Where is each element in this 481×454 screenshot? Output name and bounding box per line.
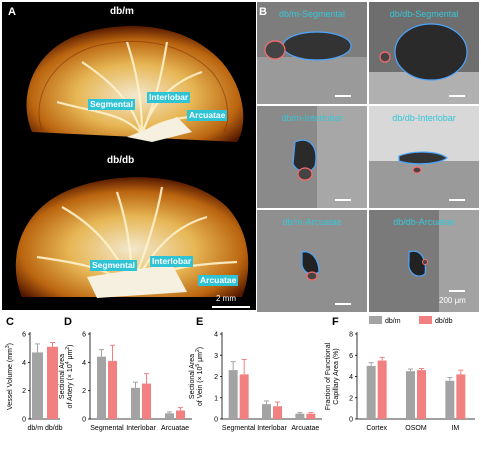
- bar-E: [262, 404, 271, 419]
- y-tick-label-C: 4: [22, 360, 26, 367]
- bar-F: [456, 374, 466, 419]
- cell-title: db/db-Segmental: [389, 9, 459, 19]
- bottom-kidney-title: db/db: [107, 155, 135, 166]
- panel-letter-d: D: [64, 316, 72, 328]
- x-tick-label-F: Cortex: [366, 425, 387, 432]
- bottom-label-interlobar: Interlobar: [150, 256, 194, 267]
- y-tick-label-F: 0: [349, 417, 353, 424]
- cell-title: db/db-Interlobar: [392, 113, 456, 123]
- cell-dbm-arcuatae: db/m-Arcuatae: [257, 210, 367, 312]
- bar-D: [97, 356, 106, 419]
- y-axis-label-line2-F: Capillary Area (%): [333, 348, 340, 404]
- panel-letter-e: E: [196, 316, 204, 328]
- kidney-vasculature-image: [15, 25, 250, 308]
- bar-E: [295, 413, 305, 419]
- x-tick-label-E: Arcuatae: [291, 425, 319, 432]
- x-tick-label-F: OSOM: [405, 425, 427, 432]
- panel-a-kidney-renderings: A db/m db/db Segmental Interlobar Arcuat…: [2, 2, 256, 310]
- legend-swatch-F: [369, 316, 382, 324]
- x-tick-label-D: Arcuatae: [161, 425, 189, 432]
- x-tick-label-E: Segmental: [222, 425, 256, 432]
- bar-D: [142, 383, 151, 419]
- bar-F: [366, 365, 376, 419]
- top-kidney-title: db/m: [110, 6, 134, 17]
- cell-dbdb-segmental: db/db-Segmental: [369, 2, 479, 104]
- cell-title: db/m-Interlobar: [281, 113, 343, 123]
- y-axis-label-line2-D: of Artery (× 104 μm2): [65, 345, 74, 409]
- panel-letter-b: B: [259, 6, 267, 18]
- cell-dbdb-arcuatae: db/db-Arcuatae 200 μm: [369, 210, 479, 312]
- bar-C: [47, 346, 58, 419]
- bar-F: [417, 370, 426, 419]
- bottom-label-arcuatae: Arcuatae: [198, 275, 239, 286]
- legend-swatch-F: [419, 316, 432, 324]
- bar-E: [239, 374, 249, 419]
- scale-bar-label-b: 200 μm: [439, 296, 466, 305]
- bar-F: [445, 380, 455, 419]
- cell-title: db/db-Arcuatae: [393, 217, 455, 227]
- x-tick-label-C: db/m db/db: [27, 425, 62, 432]
- y-tick-label-D: 6: [82, 332, 86, 339]
- y-axis-label-line1-F: Fraction of Functional: [325, 342, 332, 410]
- y-tick-label-D: 0: [82, 417, 86, 424]
- scale-bar-label-a: 2 mm: [216, 294, 236, 303]
- cell-dbm-interlobar: db/m-Interlobar: [257, 106, 367, 208]
- y-tick-label-F: 4: [349, 374, 353, 381]
- x-tick-label-E: Interlobar: [257, 425, 287, 432]
- y-axis-label-line1-D: Sectional Area: [59, 354, 66, 399]
- y-axis-label-C: Vessel Volume (mm3): [5, 343, 14, 410]
- y-tick-label-C: 6: [22, 332, 26, 339]
- panel-letter-a: A: [8, 6, 16, 18]
- y-tick-label-C: 2: [22, 388, 26, 395]
- bar-charts-row: 0 2 4 6 Vessel Volume (mm3) db/m db/db 0 2 4 6 Sec…: [0, 312, 481, 449]
- top-label-arcuatae: Arcuatae: [187, 110, 228, 121]
- cell-dbm-segmental: db/m-Segmental: [257, 2, 367, 104]
- y-tick-label-E: 0: [214, 417, 218, 424]
- y-axis-label-line2-E: of Vein (× 105 μm2): [195, 347, 204, 406]
- x-tick-label-D: Segmental: [90, 425, 124, 432]
- top-label-interlobar: Interlobar: [147, 92, 191, 103]
- bar-D: [176, 410, 185, 419]
- y-axis-label-line1-E: Sectional Area: [189, 354, 196, 399]
- y-tick-label-E: 3: [214, 353, 218, 360]
- bar-E: [273, 406, 282, 419]
- x-tick-label-D: Interlobar: [126, 425, 156, 432]
- bar-E: [306, 413, 316, 419]
- y-tick-label-E: 2: [214, 374, 218, 381]
- legend-label-F: db/m: [385, 318, 401, 325]
- bar-D: [131, 387, 140, 419]
- cell-dbdb-interlobar: db/db-Interlobar: [369, 106, 479, 208]
- y-tick-label-E: 4: [214, 332, 218, 339]
- cell-title: db/m-Segmental: [278, 9, 346, 19]
- y-tick-label-F: 6: [349, 353, 353, 360]
- y-tick-label-C: 0: [22, 417, 26, 424]
- bottom-label-segmental: Segmental: [90, 260, 137, 271]
- top-label-segmental: Segmental: [88, 99, 135, 110]
- y-tick-label-D: 2: [82, 388, 86, 395]
- legend-label-F: db/db: [435, 318, 453, 325]
- x-tick-label-F: IM: [451, 425, 459, 432]
- y-tick-label-E: 1: [214, 395, 218, 402]
- panel-b-vessel-sections: db/m-Segmental db/db-Segmental db/m-Inte…: [257, 2, 479, 312]
- y-tick-label-F: 2: [349, 395, 353, 402]
- bar-C: [32, 352, 43, 419]
- bar-D: [165, 413, 174, 419]
- cell-title: db/m-Arcuatae: [282, 217, 342, 227]
- panel-letter-f: F: [332, 316, 339, 328]
- bar-F: [406, 371, 415, 419]
- bar-F: [377, 360, 387, 419]
- bar-E: [228, 370, 238, 419]
- y-tick-label-F: 8: [349, 332, 353, 339]
- bar-D: [108, 360, 117, 419]
- y-tick-label-D: 4: [82, 360, 86, 367]
- panel-letter-c: C: [6, 316, 14, 328]
